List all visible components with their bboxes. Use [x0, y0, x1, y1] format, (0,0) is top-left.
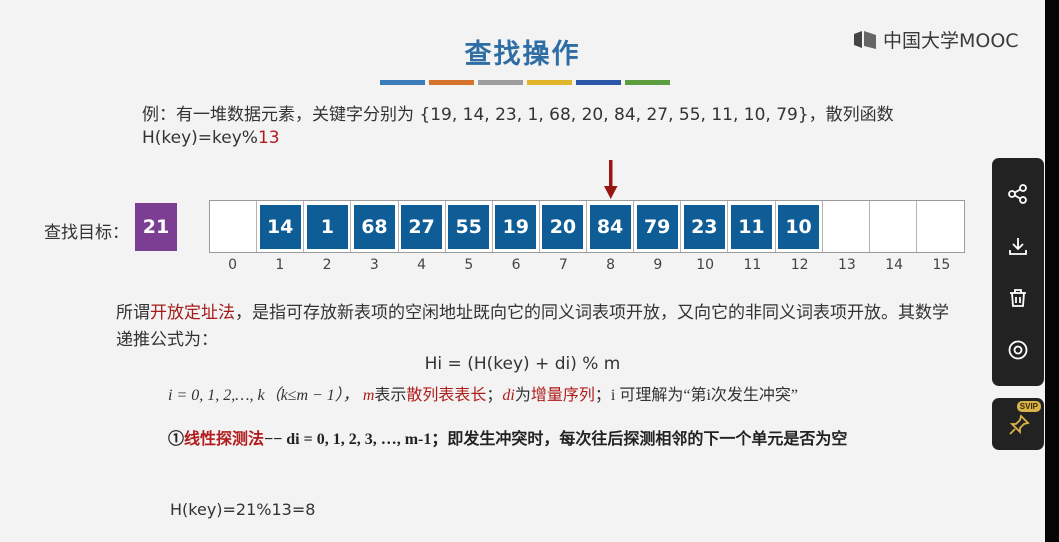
explain-table-length: 散列表表长: [406, 387, 487, 404]
hash-table-index: 13: [837, 257, 856, 273]
hash-table-value: 23: [683, 204, 725, 249]
explain-i2: ；i 可理解为“第i次发生冲突”: [594, 387, 799, 404]
hash-table-indices: 0 1 2 3 4 5 6 7 8 9 10 11 12 13 14 15: [209, 257, 965, 273]
hash-table: 14 1 68 27 55 19 20 84 79 23 11 10: [209, 200, 965, 253]
svip-badge: SVIP: [1016, 401, 1041, 412]
hash-function: H(key)=key%13: [142, 128, 280, 148]
open-addressing-paragraph: 所谓开放定址法，是指可存放新表项的空闲地址既向它的同义词表项开放，又向它的非同义…: [116, 300, 956, 354]
explain-m-text: 表示: [374, 387, 407, 404]
hash-table-cell: [870, 201, 917, 252]
target-value: 21: [135, 203, 177, 251]
color-bar-segment: [576, 80, 621, 85]
hash-table-value: 10: [778, 204, 820, 249]
hash-function-text: H(key)=key%: [142, 128, 258, 148]
explain-increment: 增量序列: [530, 387, 595, 404]
hash-table-index: 4: [417, 257, 427, 273]
explain-i: i = 0, 1, 2,…, k（k≤m − 1），: [168, 387, 359, 404]
hash-table-index: 2: [322, 257, 332, 273]
mooc-logo: 中国大学MOOC: [852, 26, 1019, 53]
view-icon[interactable]: [1005, 337, 1031, 363]
hash-table-cell: 55: [446, 201, 493, 252]
hash-table-index: 5: [464, 257, 474, 273]
explain-d: di: [502, 387, 515, 404]
linear-rest: −− di = 0, 1, 2, 3, …, m-1；即发生冲突时，每次往后探测…: [264, 431, 848, 448]
hash-table-value: 20: [542, 204, 584, 249]
pin-icon: [1009, 414, 1030, 435]
hash-table-index: 7: [558, 257, 568, 273]
hash-table-cell: 20: [540, 201, 587, 252]
hash-table-cell: 84: [587, 201, 635, 252]
hash-table-index: 6: [511, 257, 521, 273]
hash-table-value: 1: [306, 204, 348, 249]
probe-arrow-icon: [604, 160, 618, 199]
share-icon[interactable]: [1005, 181, 1031, 207]
hash-table-cell: 79: [634, 201, 682, 252]
title-color-bar: [380, 80, 670, 85]
linear-probing: ①线性探测法−− di = 0, 1, 2, 3, …, m-1；即发生冲突时，…: [168, 425, 847, 449]
example-text: 例：有一堆数据元素，关键字分别为 {19, 14, 23, 1, 68, 20,…: [142, 105, 894, 125]
hash-table-index: 15: [932, 257, 951, 273]
hash-table-cell: [823, 201, 870, 252]
hash-table-index: 10: [696, 257, 715, 273]
hash-table-value: 79: [636, 204, 678, 249]
hash-table-index: 8: [606, 257, 616, 273]
linear-prefix: ①: [168, 431, 185, 448]
formula-explanation: i = 0, 1, 2,…, k（k≤m − 1）， m表示散列表表长；di为增…: [168, 381, 798, 405]
hash-table-cell: 11: [728, 201, 776, 252]
hash-table-index: 0: [228, 257, 238, 273]
hash-table-cell: 27: [399, 201, 446, 252]
mooc-logo-icon: [852, 28, 878, 52]
explain-sep: ；: [486, 387, 503, 404]
explain-d-text: 为: [514, 387, 531, 404]
hash-table-cell: 23: [681, 201, 729, 252]
delete-icon[interactable]: [1005, 285, 1031, 311]
target-label: 查找目标：: [44, 223, 129, 243]
hash-modulus: 13: [257, 128, 280, 148]
hash-table-value: 68: [353, 204, 395, 249]
hash-table-value: 55: [448, 204, 490, 249]
hash-table-index: 1: [275, 257, 285, 273]
hash-table-index: 3: [369, 257, 379, 273]
color-bar-segment: [527, 80, 572, 85]
explain-m: m: [362, 387, 375, 404]
hash-table-cell: 10: [776, 201, 823, 252]
recurrence-formula: Hi = (H(key) + di) % m: [424, 354, 621, 374]
para-rest: ，是指可存放新表项的空闲地址既向它的同义词表项开放，又向它的非同义词表项开放。其…: [116, 303, 949, 350]
color-bar-segment: [625, 80, 670, 85]
download-icon[interactable]: [1005, 233, 1031, 259]
hash-result: H(key)=21%13=8: [170, 500, 316, 519]
hash-table-cell: 19: [493, 201, 540, 252]
hash-table-cell: [917, 201, 964, 252]
window-edge: [1045, 0, 1059, 542]
hash-table-index: 12: [790, 257, 809, 273]
para-prefix: 所谓: [116, 303, 150, 323]
color-bar-segment: [380, 80, 425, 85]
hash-table-value: 84: [589, 204, 631, 249]
para-term: 开放定址法: [150, 303, 235, 323]
hash-table-cell: 1: [304, 201, 352, 252]
color-bar-segment: [429, 80, 474, 85]
hash-table-index: 14: [885, 257, 904, 273]
hash-table-value: 14: [259, 204, 301, 249]
color-bar-segment: [478, 80, 523, 85]
svip-button[interactable]: SVIP: [992, 398, 1044, 450]
hash-table-index: 11: [743, 257, 762, 273]
mooc-logo-text: 中国大学MOOC: [883, 30, 1019, 52]
linear-term: 线性探测法: [184, 431, 265, 448]
side-toolbar: [992, 158, 1044, 386]
hash-table-index: 9: [653, 257, 663, 273]
hash-table-cell: 14: [257, 201, 305, 252]
slide-title: 查找操作: [464, 39, 581, 70]
hash-table-value: 11: [730, 204, 772, 249]
hash-table-cell: 68: [351, 201, 399, 252]
hash-table-cell: [210, 201, 258, 252]
hash-table-value: 27: [401, 204, 443, 249]
hash-table-value: 19: [495, 204, 537, 249]
